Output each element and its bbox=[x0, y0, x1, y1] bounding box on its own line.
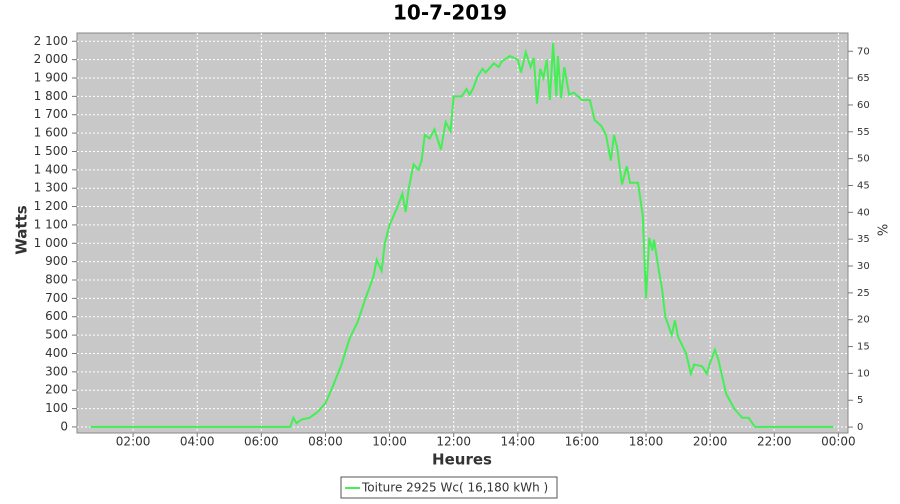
y2-tick-label: 30 bbox=[857, 261, 870, 272]
y-tick-label: 1 400 bbox=[34, 162, 68, 176]
x-tick-label: 18:00 bbox=[629, 435, 664, 449]
x-tick-label: 00:00 bbox=[821, 435, 856, 449]
y-tick-label: 1 300 bbox=[34, 181, 68, 195]
y2-tick-label: 45 bbox=[857, 180, 870, 191]
plot-area bbox=[76, 32, 849, 434]
y-tick-label: 0 bbox=[60, 419, 68, 433]
y2-axis-title: % bbox=[877, 224, 892, 236]
legend bbox=[340, 476, 558, 499]
y2-tick-label: 10 bbox=[857, 368, 870, 379]
x-tick-label: 04:00 bbox=[180, 435, 215, 449]
y-tick-label: 800 bbox=[45, 273, 68, 287]
y2-tick-label: 40 bbox=[857, 207, 870, 218]
y2-tick-label: 20 bbox=[857, 315, 870, 326]
x-tick-label: 14:00 bbox=[501, 435, 536, 449]
y-tick-label: 400 bbox=[45, 346, 68, 360]
y2-tick-label: 70 bbox=[857, 46, 870, 57]
y2-tick-label: 5 bbox=[857, 395, 863, 406]
x-tick-label: 08:00 bbox=[308, 435, 343, 449]
x-tick-label: 16:00 bbox=[565, 435, 600, 449]
y2-tick-label: 15 bbox=[857, 342, 870, 353]
x-tick-label: 02:00 bbox=[116, 435, 151, 449]
y-tick-label: 1 600 bbox=[34, 126, 68, 140]
y-tick-label: 1 100 bbox=[34, 217, 68, 231]
data-line bbox=[90, 43, 834, 428]
y-tick-label: 1 000 bbox=[34, 236, 68, 250]
y2-tick-label: 60 bbox=[857, 100, 870, 111]
x-tick-label: 12:00 bbox=[436, 435, 471, 449]
x-tick-label: 20:00 bbox=[693, 435, 728, 449]
legend-label: Toiture 2925 Wc( 16,180 kWh ) bbox=[361, 481, 548, 495]
y-tick-label: 100 bbox=[45, 401, 68, 415]
y2-tick-label: 35 bbox=[857, 234, 870, 245]
y2-tick-label: 55 bbox=[857, 127, 870, 138]
y-tick-label: 1 700 bbox=[34, 107, 68, 121]
y2-tick-label: 65 bbox=[857, 73, 870, 84]
chart-title: 10-7-2019 bbox=[393, 1, 507, 25]
y-tick-label: 1 900 bbox=[34, 70, 68, 84]
y-tick-label: 700 bbox=[45, 291, 68, 305]
y-tick-label: 1 200 bbox=[34, 199, 68, 213]
y2-tick-label: 50 bbox=[857, 154, 870, 165]
y-tick-label: 1 800 bbox=[34, 89, 68, 103]
y-axis-title: Watts bbox=[13, 205, 31, 254]
y-tick-label: 2 000 bbox=[34, 52, 68, 66]
y2-tick-label: 0 bbox=[857, 422, 863, 433]
x-tick-label: 10:00 bbox=[372, 435, 407, 449]
x-tick-label: 22:00 bbox=[757, 435, 792, 449]
y-tick-label: 600 bbox=[45, 309, 68, 323]
y-tick-label: 500 bbox=[45, 328, 68, 342]
y-tick-label: 2 100 bbox=[34, 34, 68, 48]
y-tick-label: 1 500 bbox=[34, 144, 68, 158]
y-tick-label: 300 bbox=[45, 364, 68, 378]
y2-tick-label: 25 bbox=[857, 288, 870, 299]
y-tick-label: 900 bbox=[45, 254, 68, 268]
x-tick-label: 06:00 bbox=[244, 435, 279, 449]
x-axis-title: Heures bbox=[432, 451, 492, 469]
y-tick-label: 200 bbox=[45, 383, 68, 397]
